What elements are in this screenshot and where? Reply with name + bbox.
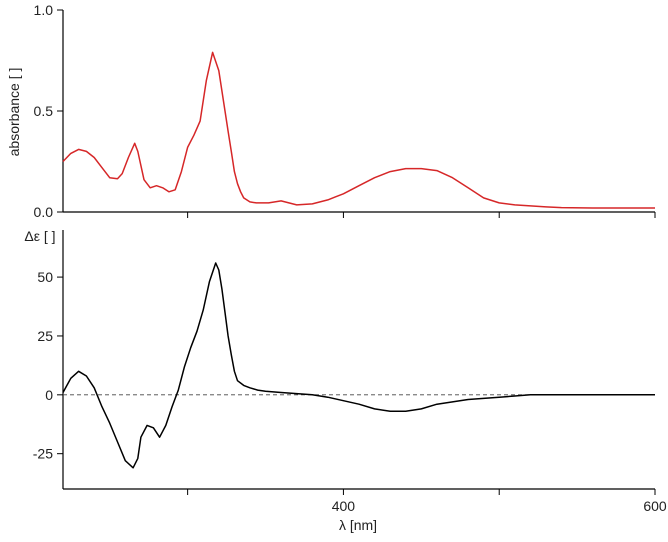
bottom-x-tick-label: 600	[643, 498, 667, 514]
bottom-y-axis-label: Δε [ ]	[24, 228, 55, 244]
bottom-y-tick-label: 25	[37, 328, 53, 344]
bottom-y-tick-label: -25	[33, 446, 53, 462]
absorbance-panel: 0.0 0.5 1.0 absorbance [ ]	[6, 2, 656, 220]
x-axis-label: λ [nm]	[339, 517, 377, 533]
top-y-ticks: 0.0 0.5 1.0	[34, 2, 63, 220]
top-y-tick-label: 0.5	[34, 103, 54, 119]
bottom-y-ticks: -25 0 25 50	[33, 269, 63, 462]
bottom-y-tick-label: 0	[45, 387, 53, 403]
cd-panel: -25 0 25 50 400 600 Δε [ ] λ [nm]	[24, 228, 666, 533]
absorbance-series-line	[62, 51, 655, 209]
delta-epsilon-series-line	[62, 262, 655, 469]
top-x-ticks	[187, 212, 656, 218]
top-y-tick-label: 0.0	[34, 204, 54, 220]
bottom-x-ticks: 400 600	[187, 489, 667, 514]
top-y-axis-label: absorbance [ ]	[6, 68, 22, 157]
bottom-y-tick-label: 50	[37, 269, 53, 285]
bottom-x-tick-label: 400	[332, 498, 356, 514]
top-y-tick-label: 1.0	[34, 2, 54, 18]
